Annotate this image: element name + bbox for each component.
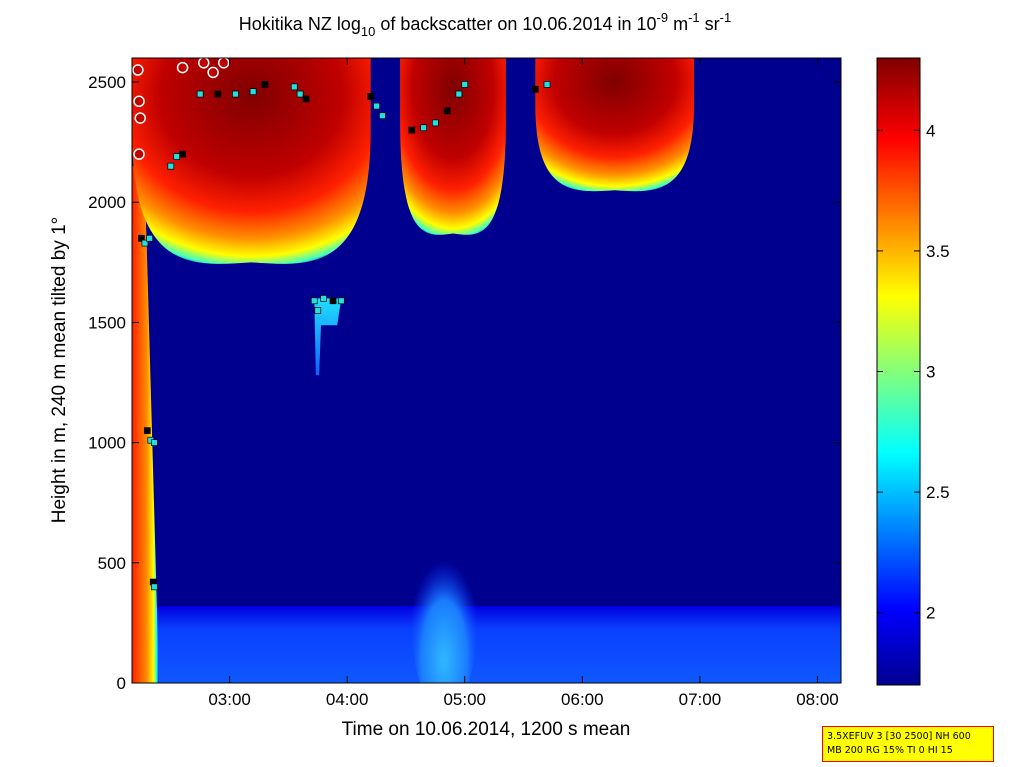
marker-circle (132, 64, 144, 76)
x-tick-label: 06:00 (561, 690, 604, 709)
title-unit-2: sr (700, 14, 720, 34)
x-axis: 03:00 04:00 05:00 06:00 07:00 08:00 (208, 58, 839, 709)
marker-square (314, 307, 322, 314)
feature-thin-layer (314, 298, 342, 376)
title-middle: of backscatter on 10.06.2014 in 10 (375, 14, 656, 34)
x-tick-label: 05:00 (443, 690, 486, 709)
marker-square (146, 234, 153, 242)
marker-circle (134, 112, 146, 124)
title-sup-2: -1 (688, 10, 700, 25)
marker-square (173, 153, 181, 160)
marker-square (320, 295, 328, 302)
title-sup-1: -9 (657, 10, 669, 25)
y-axis: 0 500 1000 1500 2000 2500 (88, 73, 841, 693)
y-tick-label: 1500 (88, 313, 126, 332)
marker-square (329, 297, 337, 305)
colorbar-tick-label: 3.5 (926, 242, 950, 261)
marker-circle (217, 58, 230, 69)
x-tick-label: 03:00 (208, 690, 251, 709)
marker-square (150, 583, 158, 591)
marker-square (296, 90, 304, 98)
marker-square (443, 107, 451, 115)
marker-square (455, 90, 463, 98)
marker-circle (133, 95, 145, 108)
x-tick-label: 04:00 (326, 690, 369, 709)
marker-square (543, 81, 551, 88)
marker-square (214, 90, 222, 98)
y-tick-label: 0 (117, 674, 126, 693)
marker-square (167, 162, 175, 170)
chart-title: Hokitika NZ log10 of backscatter on 10.0… (239, 10, 731, 39)
colorbar-axis: 2 2.5 3 3.5 4 (877, 121, 950, 623)
marker-square (337, 297, 345, 305)
marker-circle (133, 148, 145, 160)
marker-square (179, 150, 186, 158)
x-tick-label: 08:00 (796, 690, 839, 709)
marker-square (432, 119, 439, 127)
marker-square (141, 239, 149, 247)
y-tick-label: 2000 (88, 193, 126, 212)
y-axis-label: Height in m, 240 m mean tilted by 1° (49, 217, 70, 523)
colorbar-tick-label: 2.5 (926, 483, 950, 502)
settings-line-2: MB 200 RG 15% TI 0 HI 15 (827, 745, 953, 756)
marker-square (196, 90, 204, 98)
colorbar-tick-label: 4 (926, 121, 935, 140)
feature-cloud-3 (535, 58, 695, 192)
marker-square (408, 126, 416, 134)
marker-square (461, 81, 469, 88)
marker-square (373, 102, 380, 110)
settings-box: 3.5XEFUV 3 [30 2500] NH 600 MB 200 RG 15… (822, 726, 994, 762)
marker-square (249, 88, 257, 96)
marker-square (302, 95, 310, 103)
colorbar-tick-label: 3 (926, 363, 935, 382)
y-tick-label: 2500 (88, 73, 126, 92)
colorbar-tick-label: 2 (926, 604, 935, 623)
marker-square (261, 81, 269, 88)
feature-cloud-2 (400, 58, 506, 235)
x-axis-label: Time on 10.06.2014, 1200 s mean (342, 719, 631, 740)
marker-square (232, 90, 239, 98)
feature-cloud-1 (132, 58, 371, 264)
marker-layer (132, 58, 551, 591)
marker-circle (197, 58, 210, 69)
title-subscript: 10 (361, 24, 375, 39)
marker-circle (176, 61, 189, 74)
marker-square (379, 112, 386, 120)
marker-square (138, 234, 145, 242)
title-sup-3: -1 (720, 10, 732, 25)
feature-early-boundary-layer (132, 166, 160, 683)
marker-circle (207, 66, 219, 79)
feature-surface-aerosol-layer (150, 606, 841, 683)
marker-square (531, 85, 539, 93)
marker-square (310, 297, 318, 305)
marker-square (150, 439, 158, 446)
feature-near-ground-plume (411, 543, 477, 683)
marker-square (290, 83, 298, 91)
colorbar (876, 57, 921, 686)
backscatter-field (132, 58, 841, 683)
plot-frame (131, 57, 842, 684)
title-unit-1: m (668, 14, 688, 34)
y-tick-label: 1000 (88, 434, 126, 453)
marker-square (367, 93, 375, 100)
title-prefix: Hokitika NZ log (239, 14, 361, 34)
y-tick-label: 500 (98, 554, 126, 573)
settings-line-1: 3.5XEFUV 3 [30 2500] NH 600 (827, 731, 971, 742)
x-tick-label: 07:00 (679, 690, 722, 709)
marker-square (143, 427, 151, 434)
marker-square (420, 124, 427, 132)
